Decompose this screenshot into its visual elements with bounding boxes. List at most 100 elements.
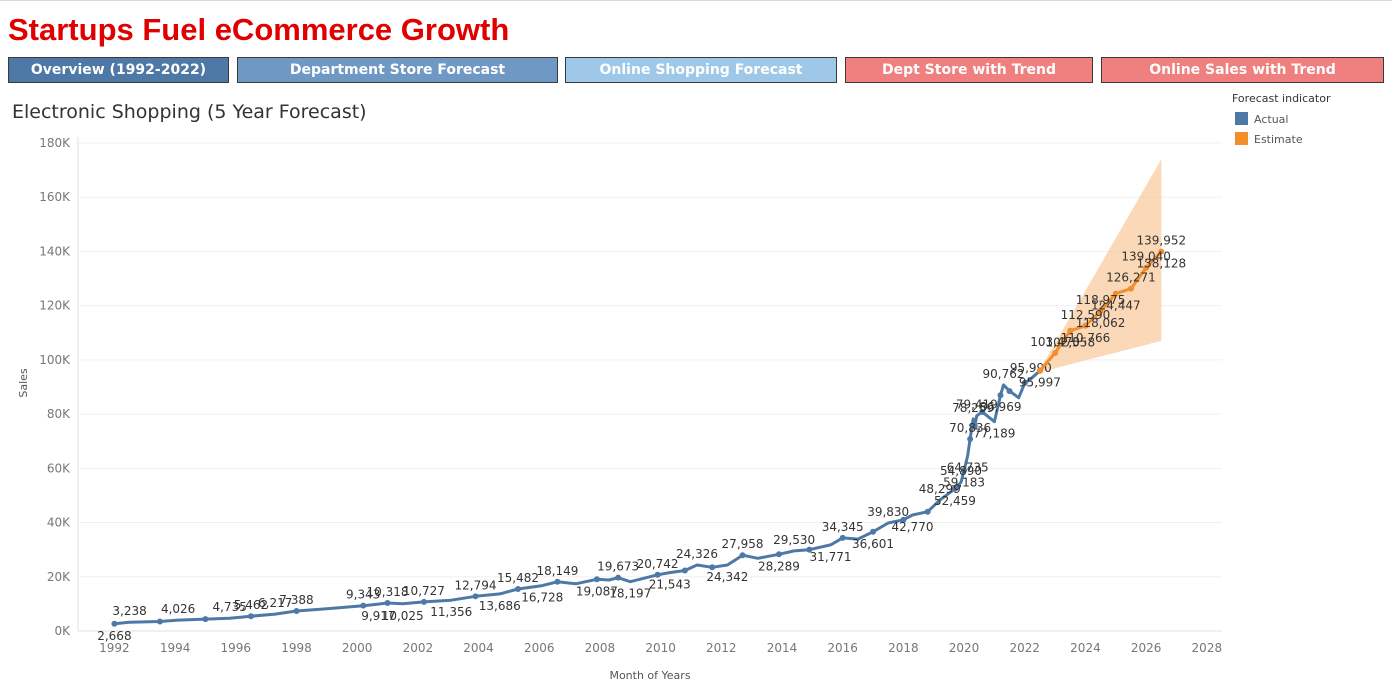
data-label: 10,318 [367, 585, 409, 599]
data-point-actual [515, 586, 521, 593]
data-point-estimate [1052, 349, 1059, 356]
tab-department-store-forecast[interactable]: Department Store Forecast [237, 57, 558, 83]
data-label: 126,271 [1106, 271, 1156, 285]
data-label: 112,590 [1061, 308, 1111, 322]
data-point-estimate [1097, 307, 1104, 314]
y-tick-label: 20K [47, 570, 71, 584]
data-point-actual [961, 467, 968, 474]
data-label: 79,419 [956, 398, 998, 412]
data-label: 64,735 [947, 460, 989, 474]
x-tick-label: 1992 [99, 641, 130, 655]
data-point-actual [979, 408, 986, 415]
data-point-estimate [1082, 322, 1089, 329]
data-point-actual [806, 546, 813, 553]
y-tick-label: 80K [47, 407, 71, 421]
data-label: 52,459 [934, 494, 976, 508]
data-point-actual [775, 551, 782, 558]
data-label: 9,917 [361, 609, 395, 623]
data-point-actual [472, 593, 479, 600]
data-label: 10,727 [403, 584, 445, 598]
data-label: 118,975 [1076, 293, 1126, 307]
data-label: 86,969 [979, 400, 1021, 414]
data-label: 15,482 [497, 571, 539, 585]
data-label: 95,997 [1019, 376, 1061, 390]
x-tick-label: 2012 [706, 641, 737, 655]
y-tick-label: 0K [54, 624, 71, 638]
data-point-actual [967, 435, 974, 442]
data-point-estimate [1067, 327, 1074, 334]
legend-label-estimate: Estimate [1254, 133, 1303, 146]
data-point-actual [971, 423, 978, 430]
x-tick-label: 2026 [1131, 641, 1162, 655]
x-tick-label: 1998 [281, 641, 312, 655]
data-label: 118,062 [1076, 316, 1126, 330]
x-tick-label: 2014 [767, 641, 798, 655]
data-label: 19,087 [576, 584, 618, 598]
x-tick-label: 2004 [463, 641, 494, 655]
data-point-actual [1021, 379, 1028, 386]
x-tick-label: 2010 [645, 641, 676, 655]
data-label: 110,766 [1061, 331, 1111, 345]
y-axis-title: Sales [17, 368, 30, 398]
data-point-estimate [1158, 248, 1165, 255]
data-point-actual [554, 578, 561, 585]
y-tick-label: 120K [39, 299, 71, 313]
data-point-actual [924, 508, 931, 515]
x-tick-label: 2006 [524, 641, 555, 655]
legend-item-actual[interactable]: Actual [1235, 112, 1288, 126]
data-point-actual [593, 576, 600, 583]
data-point-estimate [1143, 264, 1150, 271]
data-point-estimate [1112, 290, 1119, 297]
data-label: 27,958 [722, 537, 764, 551]
data-point-actual [111, 620, 118, 627]
data-label: 139,040 [1121, 250, 1171, 264]
data-label: 9,343 [346, 588, 380, 602]
x-tick-label: 2024 [1070, 641, 1101, 655]
legend-label-actual: Actual [1254, 113, 1289, 126]
top-divider [0, 0, 1392, 1]
x-tick-label: 2000 [342, 641, 373, 655]
data-label: 34,345 [822, 520, 864, 534]
legend-title: Forecast indicator [1232, 92, 1331, 105]
data-point-actual [997, 392, 1004, 399]
data-label: 48,299 [919, 482, 961, 496]
x-tick-label: 1996 [221, 641, 252, 655]
forecast-confidence-band [1039, 159, 1162, 373]
y-tick-label: 100K [39, 353, 71, 367]
data-label: 18,149 [536, 564, 578, 578]
chart-title: Electronic Shopping (5 Year Forecast) [12, 101, 367, 123]
data-label: 70,836 [949, 421, 991, 435]
x-tick-label: 1994 [160, 641, 191, 655]
y-tick-label: 160K [39, 190, 71, 204]
x-tick-label: 2022 [1009, 641, 1040, 655]
data-label: 11,356 [430, 605, 472, 619]
x-tick-label: 2008 [585, 641, 616, 655]
data-point-actual [870, 528, 877, 535]
data-label: 2,668 [97, 629, 131, 643]
data-label: 16,728 [521, 591, 563, 605]
x-tick-label: 2002 [403, 641, 434, 655]
data-label: 59,183 [943, 476, 985, 490]
data-label: 90,762 [983, 367, 1025, 381]
data-label: 28,289 [758, 559, 800, 573]
tab-overview[interactable]: Overview (1992-2022) [8, 57, 229, 83]
data-point-actual [681, 567, 688, 574]
data-point-actual [709, 564, 716, 571]
data-point-actual [247, 613, 254, 620]
data-point-actual [615, 574, 622, 581]
data-label: 18,197 [609, 587, 651, 601]
tab-dept-store-with-trend[interactable]: Dept Store with Trend [845, 57, 1093, 83]
data-label: 4,735 [213, 600, 247, 614]
data-label: 36,601 [852, 537, 894, 551]
data-label: 10,025 [382, 609, 424, 623]
legend-item-estimate[interactable]: Estimate [1235, 132, 1303, 146]
data-label: 31,771 [810, 550, 852, 564]
tab-online-sales-with-trend[interactable]: Online Sales with Trend [1101, 57, 1384, 83]
data-label: 3,238 [112, 604, 146, 618]
y-tick-label: 40K [47, 516, 71, 530]
data-label: 12,794 [455, 578, 497, 592]
data-point-actual [360, 602, 367, 609]
tab-online-shopping-forecast[interactable]: Online Shopping Forecast [565, 57, 837, 83]
x-tick-label: 2028 [1192, 641, 1223, 655]
